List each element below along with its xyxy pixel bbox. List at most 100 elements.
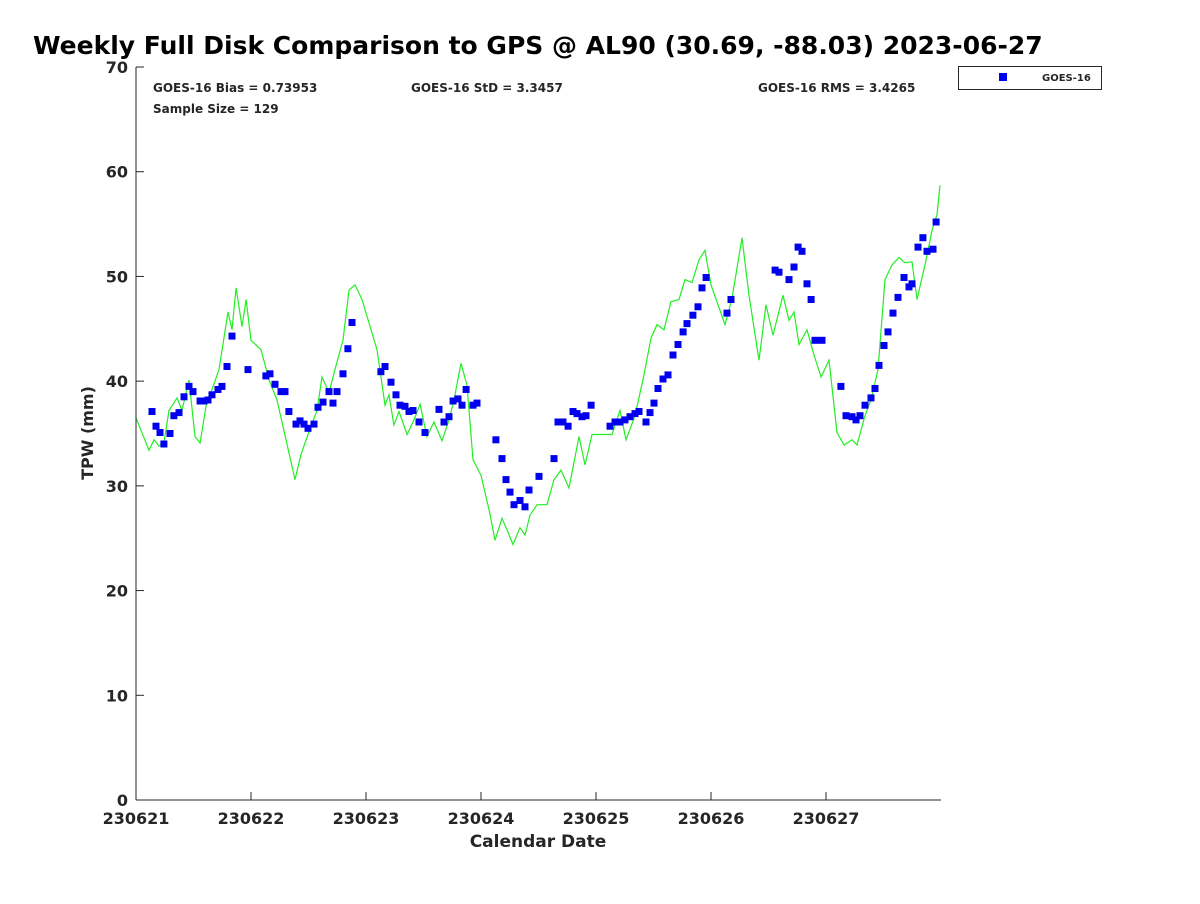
goes16-data-point — [392, 391, 400, 399]
goes16-data-point — [262, 372, 270, 380]
goes16-data-point — [867, 394, 875, 402]
goes16-data-point — [616, 418, 624, 426]
goes16-data-point — [811, 336, 819, 344]
goes16-data-point — [785, 276, 793, 284]
goes16-data-point — [401, 402, 409, 410]
x-tick-label: 230623 — [333, 809, 400, 828]
goes16-data-point — [683, 320, 691, 328]
goes16-data-point — [409, 407, 417, 414]
goes16-data-point — [492, 436, 500, 444]
goes16-data-point — [296, 417, 304, 425]
goes16-data-point — [621, 416, 629, 424]
goes16-data-point — [923, 247, 931, 255]
goes16-data-point — [659, 375, 667, 383]
goes16-data-point — [856, 412, 864, 420]
goes16-data-point — [908, 280, 916, 288]
goes16-data-point — [304, 424, 312, 432]
goes16-data-point — [310, 420, 318, 428]
legend-marker-goes16 — [999, 73, 1007, 81]
y-tick-label: 10 — [106, 686, 128, 705]
goes16-data-point — [723, 309, 731, 317]
goes16-data-point — [848, 413, 856, 421]
stat-sample-size: Sample Size = 129 — [153, 102, 279, 116]
goes16-data-point — [473, 399, 481, 407]
goes16-data-point — [889, 309, 897, 317]
legend-label-goes16: GOES-16 — [1042, 73, 1091, 84]
goes16-data-point — [606, 422, 614, 430]
goes16-data-point — [170, 412, 178, 420]
goes16-data-point — [900, 274, 908, 281]
goes16-data-point — [727, 296, 735, 303]
goes16-data-point — [152, 422, 160, 430]
goes16-data-point — [462, 386, 470, 393]
goes16-data-point — [196, 397, 204, 405]
goes16-data-point — [582, 412, 590, 420]
y-tick-label: 30 — [106, 477, 128, 496]
y-tick-label: 50 — [106, 267, 128, 286]
goes16-data-point — [166, 430, 174, 437]
plot-background — [136, 67, 941, 800]
goes16-data-point — [842, 412, 850, 420]
goes16-data-point — [156, 429, 164, 436]
goes16-data-point — [564, 422, 572, 430]
goes16-data-point — [440, 418, 448, 426]
goes16-data-point — [218, 382, 226, 390]
goes16-data-point — [635, 408, 643, 415]
goes16-data-point — [458, 401, 466, 409]
goes16-data-point — [348, 319, 356, 326]
goes16-data-point — [679, 328, 687, 336]
goes16-data-point — [654, 385, 662, 392]
goes16-data-point — [932, 218, 940, 226]
goes16-data-point — [387, 378, 395, 386]
goes16-data-point — [454, 395, 462, 403]
goes16-data-point — [642, 418, 650, 426]
goes16-data-point — [180, 393, 188, 401]
goes16-data-point — [377, 368, 385, 376]
goes16-data-point — [884, 328, 892, 336]
plot-area: 0 10 20 30 40 50 60 70 230621 230622 230623 230624… — [103, 58, 941, 828]
goes16-data-point — [837, 382, 845, 390]
goes16-data-point — [148, 408, 156, 415]
goes16-data-point — [498, 455, 506, 463]
goes16-data-point — [674, 341, 682, 348]
goes16-data-point — [506, 488, 514, 496]
goes16-data-point — [689, 311, 697, 319]
goes16-data-point — [525, 486, 533, 494]
goes16-data-point — [160, 440, 168, 448]
goes16-data-point — [381, 363, 389, 370]
goes16-data-point — [694, 303, 702, 311]
goes16-data-point — [300, 420, 308, 428]
goes16-data-point — [803, 280, 811, 288]
goes16-data-point — [871, 385, 879, 392]
goes16-data-point — [271, 380, 279, 388]
goes16-data-point — [631, 410, 639, 418]
goes16-data-point — [578, 413, 586, 421]
goes16-data-point — [587, 401, 595, 409]
goes16-data-point — [775, 268, 783, 276]
goes16-data-point — [329, 399, 337, 407]
goes16-data-point — [794, 243, 802, 251]
goes16-data-point — [569, 408, 577, 415]
gps-series-line — [135, 185, 941, 547]
goes16-data-point — [626, 413, 634, 421]
goes16-data-point — [535, 472, 543, 480]
goes16-data-point — [771, 266, 779, 274]
goes16-data-point — [510, 501, 518, 509]
goes16-data-point — [861, 401, 869, 409]
goes16-data-point — [852, 416, 860, 424]
goes16-data-point — [894, 293, 902, 301]
goes16-data-point — [223, 363, 231, 370]
goes16-data-point — [875, 361, 883, 369]
goes16-data-point — [200, 397, 208, 405]
goes16-data-point — [516, 497, 524, 504]
goes16-data-point — [664, 371, 672, 379]
goes16-data-point — [880, 342, 888, 349]
goes16-data-point — [669, 351, 677, 359]
goes16-data-point — [244, 366, 252, 374]
stat-std: GOES-16 StD = 3.3457 — [411, 81, 563, 95]
chart-title: Weekly Full Disk Comparison to GPS @ AL9… — [33, 31, 1043, 60]
goes16-data-point — [611, 418, 619, 426]
goes16-data-point — [929, 245, 937, 253]
goes16-data-point — [405, 408, 413, 415]
